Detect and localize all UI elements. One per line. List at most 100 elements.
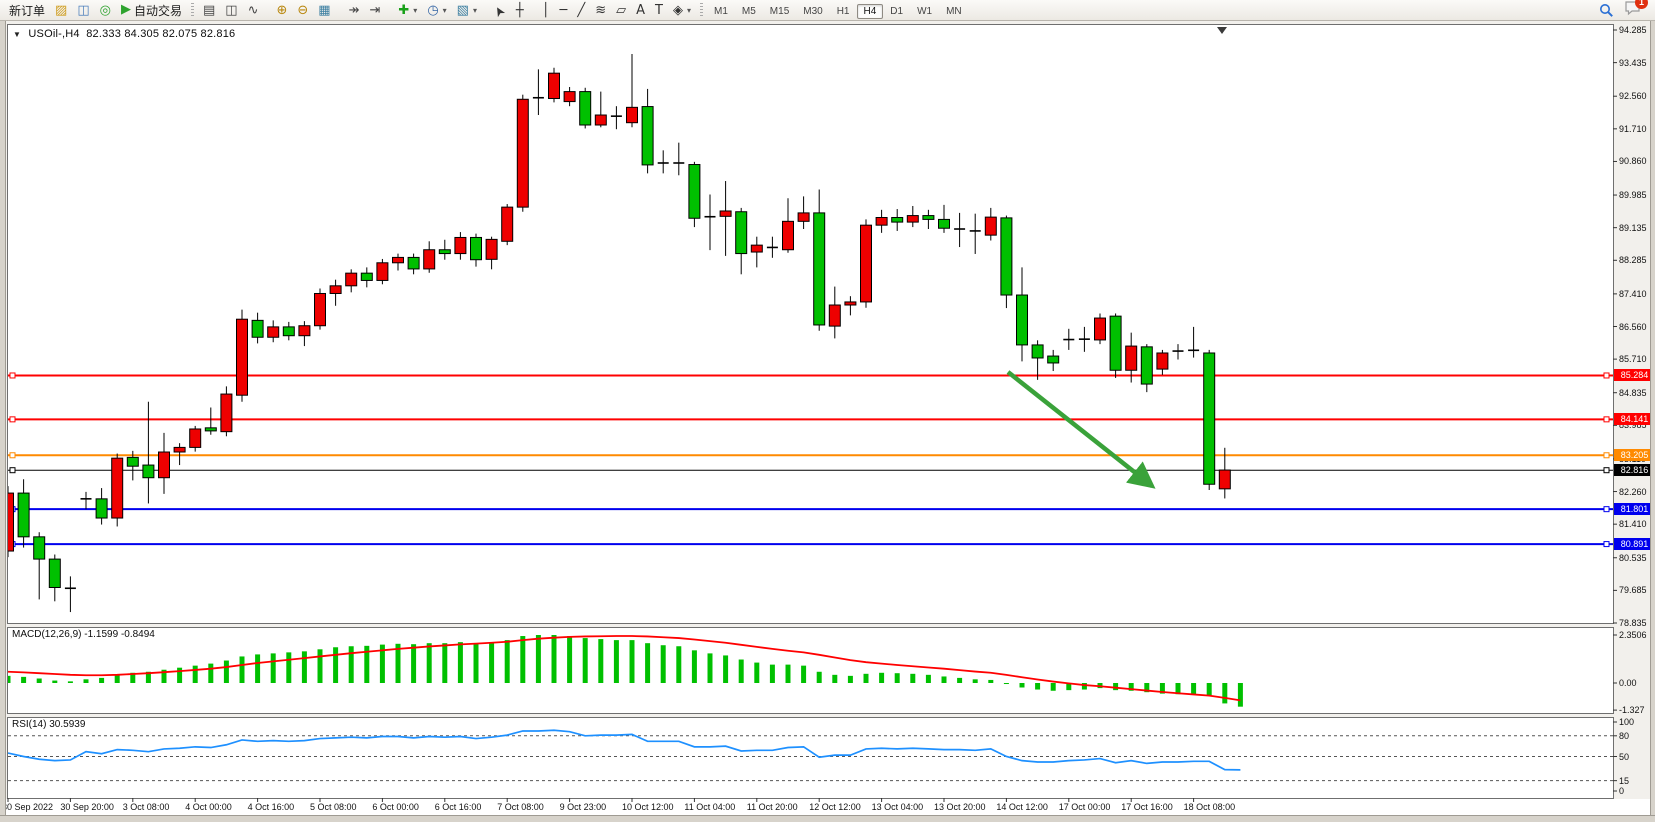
chart-window-icon: ▨ [55, 2, 68, 18]
bar-chart-icon: ▤ [202, 2, 216, 18]
price-tick-label: 92.560 [1619, 91, 1647, 102]
price-chart-panel[interactable] [7, 24, 1614, 624]
vertical-line-icon: │ [541, 2, 550, 18]
templates-icon: ▧ [456, 2, 469, 18]
periods-clock-button[interactable]: ◷ ▾ [422, 2, 451, 20]
crosshair-button[interactable]: ┼ [511, 2, 529, 20]
shapes-icon: ◈ [672, 2, 683, 18]
price-tag-82.816: 82.816 [1614, 464, 1655, 477]
price-tick-label: 90.860 [1619, 156, 1647, 167]
chart-shift-icon: ⇥ [369, 2, 381, 18]
date-label[interactable]: 30 Sep 20:00 [60, 802, 114, 812]
price-tick-label: 94.285 [1619, 25, 1647, 35]
zoom-in-button[interactable]: ⊕ [271, 2, 292, 20]
auto-scroll-icon: ↠ [348, 2, 360, 18]
chart-window-button[interactable]: ▨ [50, 2, 72, 20]
timeframe-button-m15[interactable]: M15 [769, 6, 790, 17]
line-chart-button[interactable]: ∿ [243, 2, 264, 20]
price-tick-label: 89.135 [1619, 222, 1647, 233]
price-tick-label: 93.435 [1619, 57, 1647, 68]
channel-button[interactable]: ▱ [611, 2, 631, 20]
rsi-indicator-panel[interactable] [7, 717, 1614, 799]
macd-label: MACD(12,26,9) -1.1599 -0.8494 [12, 629, 155, 640]
timeframe-button-h1[interactable]: H1 [836, 6, 850, 17]
bar-chart-button[interactable]: ▤ [198, 2, 220, 20]
text-label-icon: T [655, 2, 663, 18]
price-tick-label: 89.985 [1619, 190, 1647, 201]
date-label[interactable]: 6 Oct 00:00 [372, 802, 419, 812]
signals-button[interactable]: ◎ [95, 2, 116, 20]
chevron-down-icon[interactable]: ▼ [13, 30, 22, 39]
notifications-button[interactable]: 1 [1624, 0, 1648, 21]
symbol-timeframe: USOil-,H4 [28, 28, 80, 40]
auto-scroll-button[interactable]: ↠ [344, 2, 365, 20]
toolbar: 新订单 ▨ ◫ ◎ ▶ 自动交易 ▤ ◫ ∿ ⊕ ⊖ ▦ ↠ ⇥ ✚ ▾ ◷ ▾ ▧ ▾ ➤ ┼ │ ─ ╱ ≋ ▱ A T ◈ ▾… [0, 0, 1655, 21]
dropdown-caret-icon[interactable]: ▾ [472, 6, 477, 15]
timeframe-button-d1[interactable]: D1 [890, 6, 904, 17]
chart-shift-button[interactable]: ⇥ [364, 2, 385, 20]
templates-button[interactable]: ▧ ▾ [452, 2, 482, 20]
date-label[interactable]: 9 Oct 23:00 [559, 802, 607, 812]
market-watch-button[interactable]: ◫ [72, 2, 94, 20]
timeframe-button-m30[interactable]: M30 [803, 6, 823, 17]
date-label[interactable]: 3 Oct 08:00 [122, 802, 170, 812]
text-label-button[interactable]: T [650, 2, 668, 20]
date-label[interactable]: 17 Oct 00:00 [1058, 802, 1111, 812]
indicators-button[interactable]: ✚ ▾ [393, 2, 422, 20]
price-tick-label: 84.835 [1619, 387, 1647, 398]
price-tick-label: 81.410 [1619, 519, 1647, 530]
date-label[interactable]: 30 Sep 2022 [2, 802, 54, 812]
candlestick-icon: ◫ [225, 2, 238, 18]
timeframe-button-w1[interactable]: W1 [917, 6, 933, 17]
price-tick-label: 80.535 [1619, 552, 1647, 563]
date-label[interactable]: 13 Oct 04:00 [871, 802, 924, 812]
dropdown-caret-icon[interactable]: ▾ [442, 6, 447, 15]
date-label[interactable]: 12 Oct 12:00 [809, 802, 861, 812]
date-label[interactable]: 10 Oct 12:00 [622, 802, 674, 812]
timeframe-button-m1[interactable]: M1 [713, 6, 728, 17]
dropdown-caret-icon[interactable]: ▾ [413, 6, 418, 15]
date-label[interactable]: 11 Oct 20:00 [746, 802, 798, 812]
macd-indicator-panel[interactable] [7, 627, 1614, 714]
autotrading-label: 自动交易 [133, 3, 182, 18]
new-order-button[interactable]: 新订单 [9, 3, 46, 18]
periods-clock-icon: ◷ [427, 2, 439, 18]
timeframe-button-m5[interactable]: M5 [741, 6, 756, 17]
date-label[interactable]: 6 Oct 16:00 [434, 802, 482, 812]
price-tag-85.284: 85.284 [1614, 369, 1655, 382]
text-button[interactable]: A [631, 2, 650, 20]
text-icon: A [636, 2, 646, 18]
rsi-scale-label: 80 [1619, 730, 1630, 741]
date-label[interactable]: 4 Oct 00:00 [185, 802, 232, 812]
timeframe-button-mn[interactable]: MN [946, 6, 962, 17]
candlestick-button[interactable]: ◫ [220, 2, 242, 20]
dropdown-caret-icon[interactable]: ▾ [686, 6, 691, 15]
indicators-icon: ✚ [398, 2, 410, 18]
date-label[interactable]: 13 Oct 20:00 [934, 802, 986, 812]
horizontal-line-button[interactable]: ─ [555, 2, 573, 20]
date-label[interactable]: 5 Oct 08:00 [310, 802, 357, 812]
date-label[interactable]: 11 Oct 04:00 [684, 802, 736, 812]
rsi-label: RSI(14) 30.5939 [12, 719, 86, 730]
cursor-button[interactable]: ➤ [490, 2, 511, 20]
timeframe-button-h4[interactable]: H4 [856, 4, 884, 19]
zoom-out-button[interactable]: ⊖ [292, 2, 313, 20]
notification-badge: 1 [1635, 0, 1648, 9]
window-edge-right [1650, 21, 1655, 822]
tile-windows-button[interactable]: ▦ [313, 2, 335, 20]
symbol-ohlc-label: ▼ USOil-,H4 82.333 84.305 82.075 82.816 [13, 28, 235, 40]
date-label[interactable]: 14 Oct 12:00 [996, 802, 1048, 812]
fibonacci-button[interactable]: ≋ [590, 2, 611, 20]
vertical-line-button[interactable]: │ [537, 2, 555, 20]
search-icon[interactable] [1599, 3, 1614, 18]
date-label[interactable]: 18 Oct 08:00 [1183, 802, 1236, 812]
autotrading-button[interactable]: ▶ 自动交易 [116, 1, 187, 19]
price-tick-label: 86.560 [1619, 321, 1647, 332]
date-label[interactable]: 4 Oct 16:00 [247, 802, 295, 812]
shapes-button[interactable]: ◈ ▾ [668, 2, 696, 20]
market-watch-icon: ◫ [77, 2, 90, 18]
line-chart-icon: ∿ [247, 2, 259, 18]
date-label[interactable]: 17 Oct 16:00 [1121, 802, 1173, 812]
date-label[interactable]: 7 Oct 08:00 [497, 802, 544, 812]
trendline-button[interactable]: ╱ [572, 2, 590, 20]
